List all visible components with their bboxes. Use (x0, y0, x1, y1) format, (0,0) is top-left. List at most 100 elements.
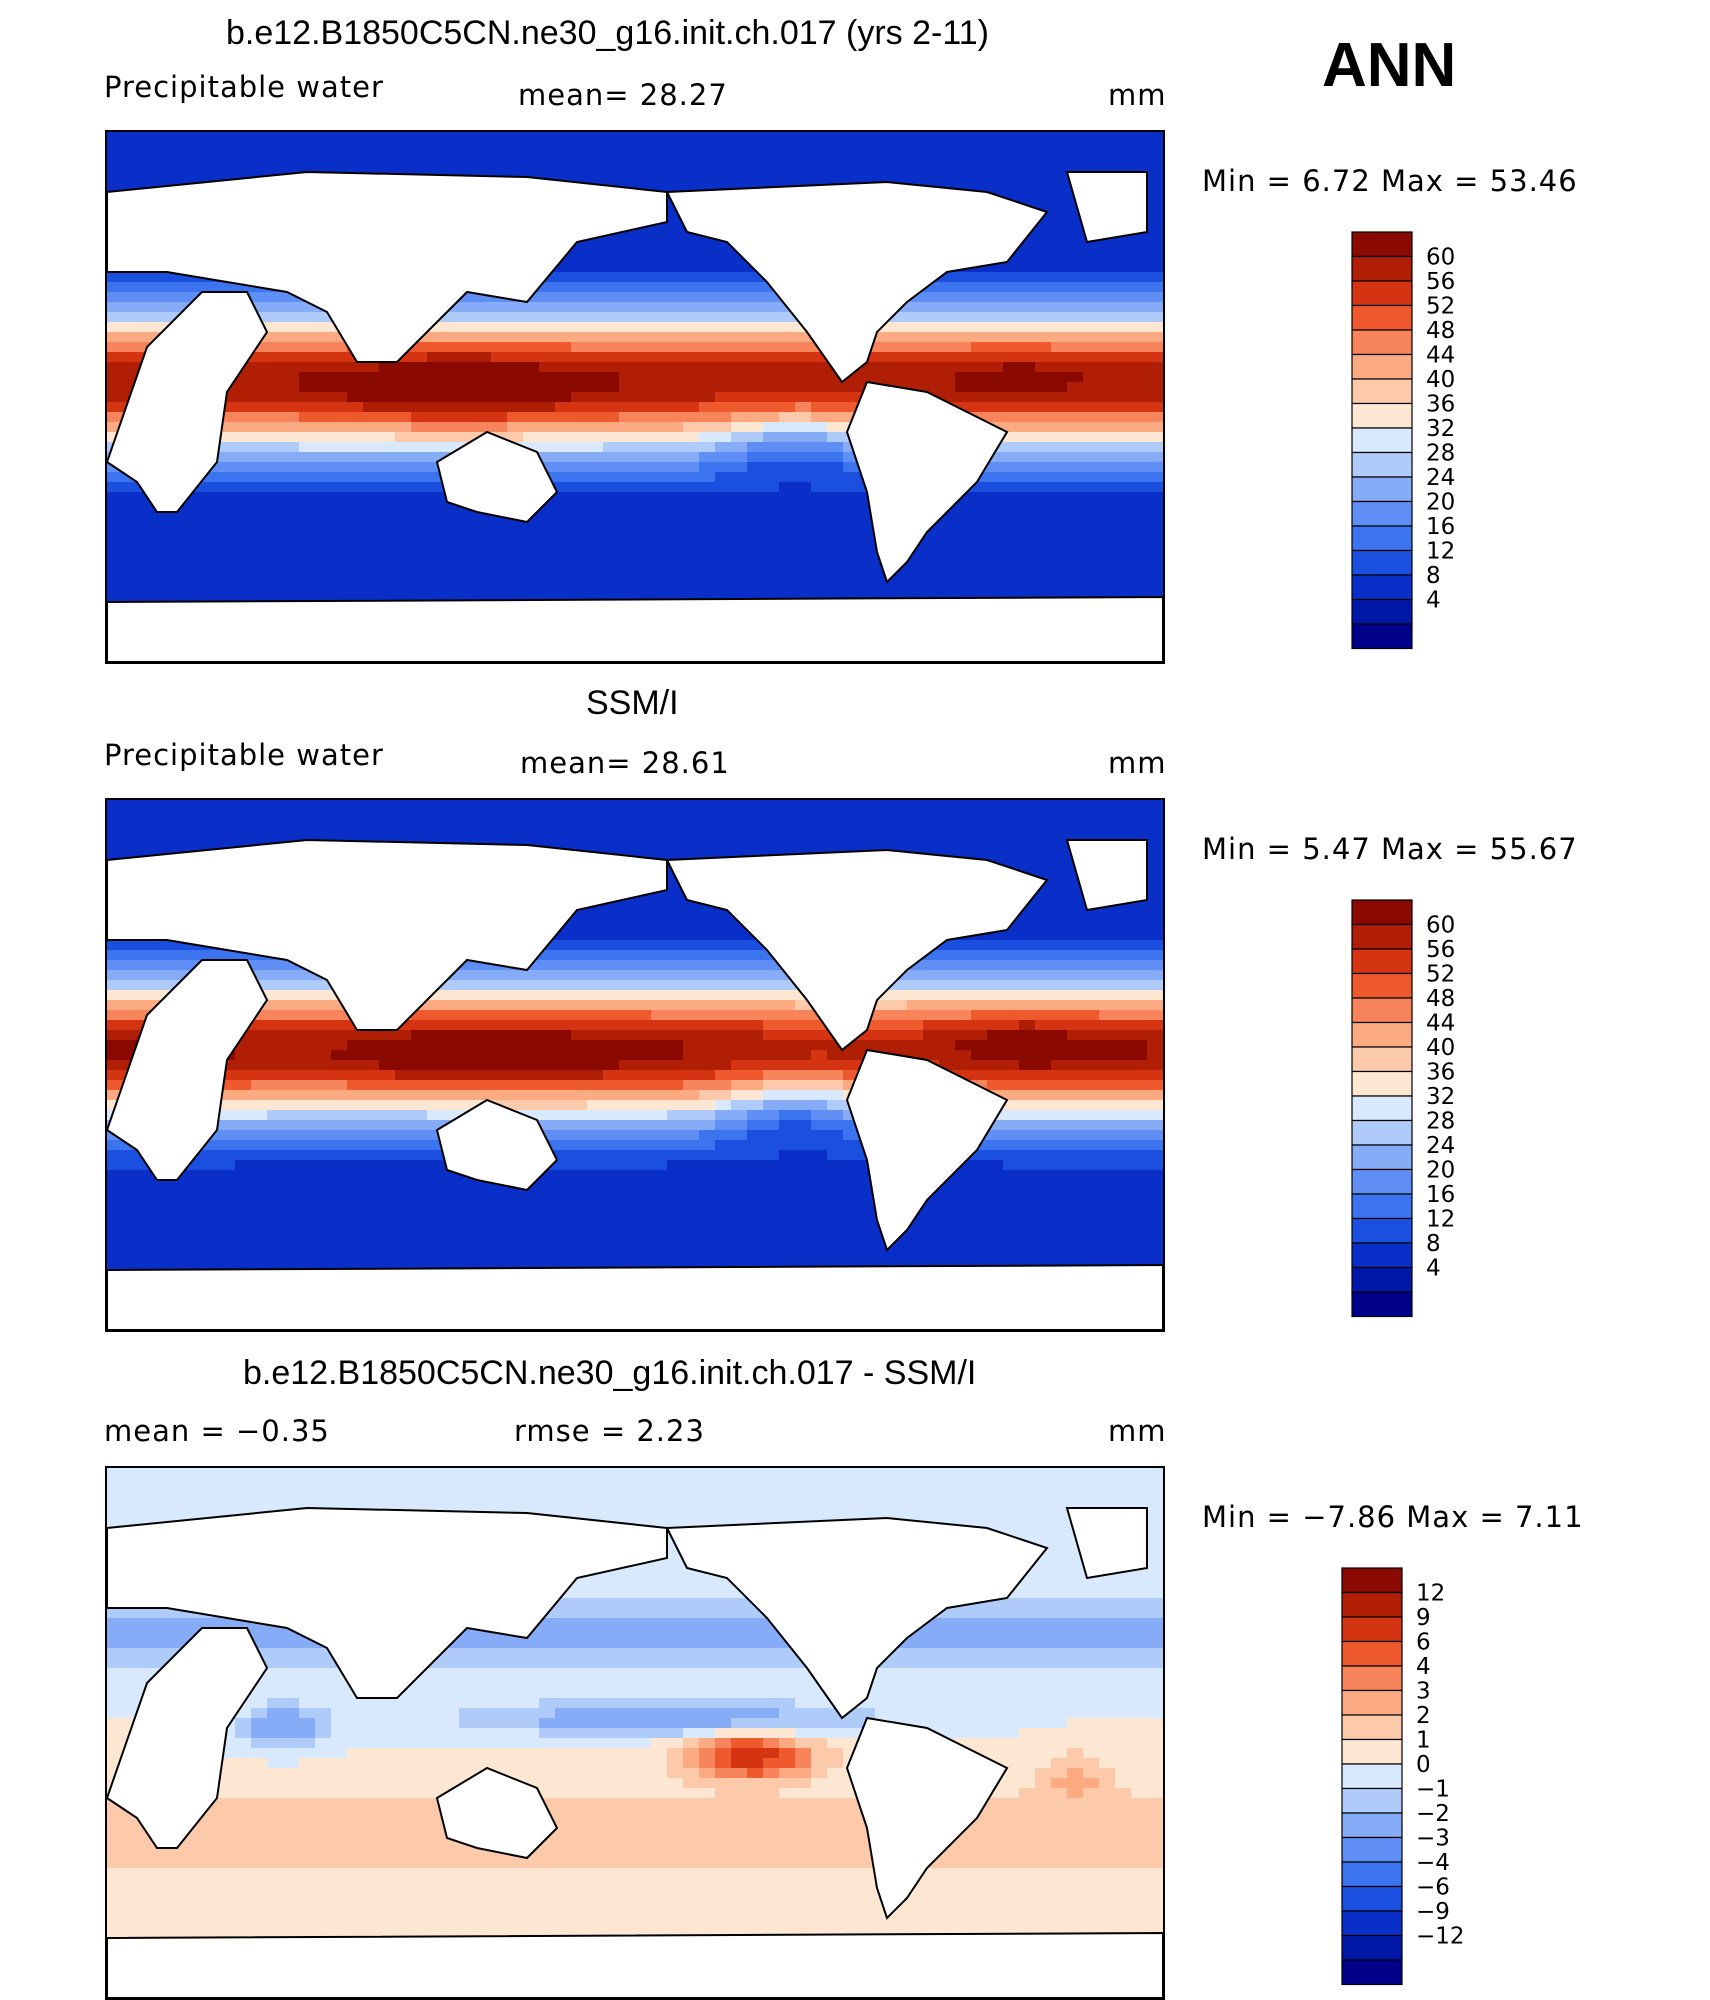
field-cell (971, 302, 988, 313)
field-cell (1019, 532, 1036, 543)
field-cell (1131, 482, 1148, 493)
field-cell (363, 452, 380, 463)
field-cell (843, 830, 860, 841)
field-cell (667, 482, 684, 493)
field-cell (411, 382, 428, 393)
field-cell (491, 372, 508, 383)
field-cell (555, 352, 572, 363)
field-cell (971, 172, 988, 183)
field-cell (459, 382, 476, 393)
field-cell (235, 172, 252, 183)
field-cell (1051, 202, 1068, 213)
field-cell (619, 152, 636, 163)
field-cell (827, 492, 844, 503)
field-cell (1051, 512, 1068, 523)
field-cell (651, 392, 668, 403)
field-cell (107, 362, 124, 373)
field-cell (939, 142, 956, 153)
field-cell (1147, 950, 1163, 961)
field-cell (667, 1010, 684, 1021)
field-cell (731, 512, 748, 523)
field-cell (1147, 1000, 1163, 1011)
field-cell (107, 850, 124, 861)
field-cell (683, 322, 700, 333)
field-cell (107, 172, 124, 183)
field-cell (1035, 162, 1052, 173)
field-cell (603, 572, 620, 583)
field-cell (1083, 312, 1100, 323)
field-cell (1147, 362, 1163, 373)
field-cell (699, 242, 716, 253)
field-cell (955, 352, 972, 363)
field-cell (1051, 1000, 1068, 1011)
field-cell (907, 800, 924, 811)
field-cell (363, 142, 380, 153)
field-cell (475, 312, 492, 323)
field-cell (1115, 492, 1132, 503)
field-cell (459, 980, 476, 991)
field-cell (619, 930, 636, 941)
colorbar-swatch (1351, 427, 1413, 454)
field-cell (827, 462, 844, 473)
field-cell (987, 960, 1004, 971)
field-cell (971, 960, 988, 971)
field-cell (731, 142, 748, 153)
field-cell (827, 542, 844, 553)
field-cell (571, 472, 588, 483)
field-cell (571, 252, 588, 263)
field-cell (731, 940, 748, 951)
field-cell (1147, 920, 1163, 931)
field-cell (379, 362, 396, 373)
field-cell (987, 970, 1004, 981)
colorbar-swatch (1351, 402, 1413, 429)
field-cell (875, 152, 892, 163)
field-cell (939, 542, 956, 553)
field-cell (379, 392, 396, 403)
field-cell (347, 542, 364, 553)
field-cell (427, 502, 444, 513)
field-cell (1083, 990, 1100, 1001)
field-cell (619, 242, 636, 253)
field-cell (1067, 482, 1084, 493)
field-cell (987, 142, 1004, 153)
field-cell (1147, 232, 1163, 243)
field-cell (395, 522, 412, 533)
field-cell (971, 950, 988, 961)
field-cell (331, 422, 348, 433)
field-cell (1147, 312, 1163, 323)
field-cell (1147, 182, 1163, 193)
field-cell (635, 362, 652, 373)
field-cell (475, 970, 492, 981)
field-cell (235, 562, 252, 573)
field-cell (747, 542, 764, 553)
field-cell (267, 512, 284, 523)
field-cell (923, 1010, 940, 1021)
field-cell (379, 412, 396, 423)
field-cell (427, 422, 444, 433)
field-cell (1035, 940, 1052, 951)
field-cell (1083, 970, 1100, 981)
field-cell (1003, 152, 1020, 163)
field-cell (219, 152, 236, 163)
field-cell (779, 542, 796, 553)
field-cell (427, 492, 444, 503)
field-cell (1035, 412, 1052, 423)
field-cell (987, 522, 1004, 533)
field-cell (523, 162, 540, 173)
field-cell (267, 392, 284, 403)
field-cell (171, 562, 188, 573)
field-cell (251, 372, 268, 383)
field-cell (155, 990, 172, 1001)
field-cell (667, 840, 684, 851)
field-cell (811, 442, 828, 453)
field-cell (1099, 442, 1116, 453)
field-cell (251, 472, 268, 483)
field-cell (651, 562, 668, 573)
field-cell (459, 990, 476, 1001)
field-cell (923, 800, 940, 811)
field-cell (603, 272, 620, 283)
field-cell (395, 800, 412, 811)
field-cell (795, 512, 812, 523)
field-cell (779, 810, 796, 821)
field-cell (1051, 810, 1068, 821)
